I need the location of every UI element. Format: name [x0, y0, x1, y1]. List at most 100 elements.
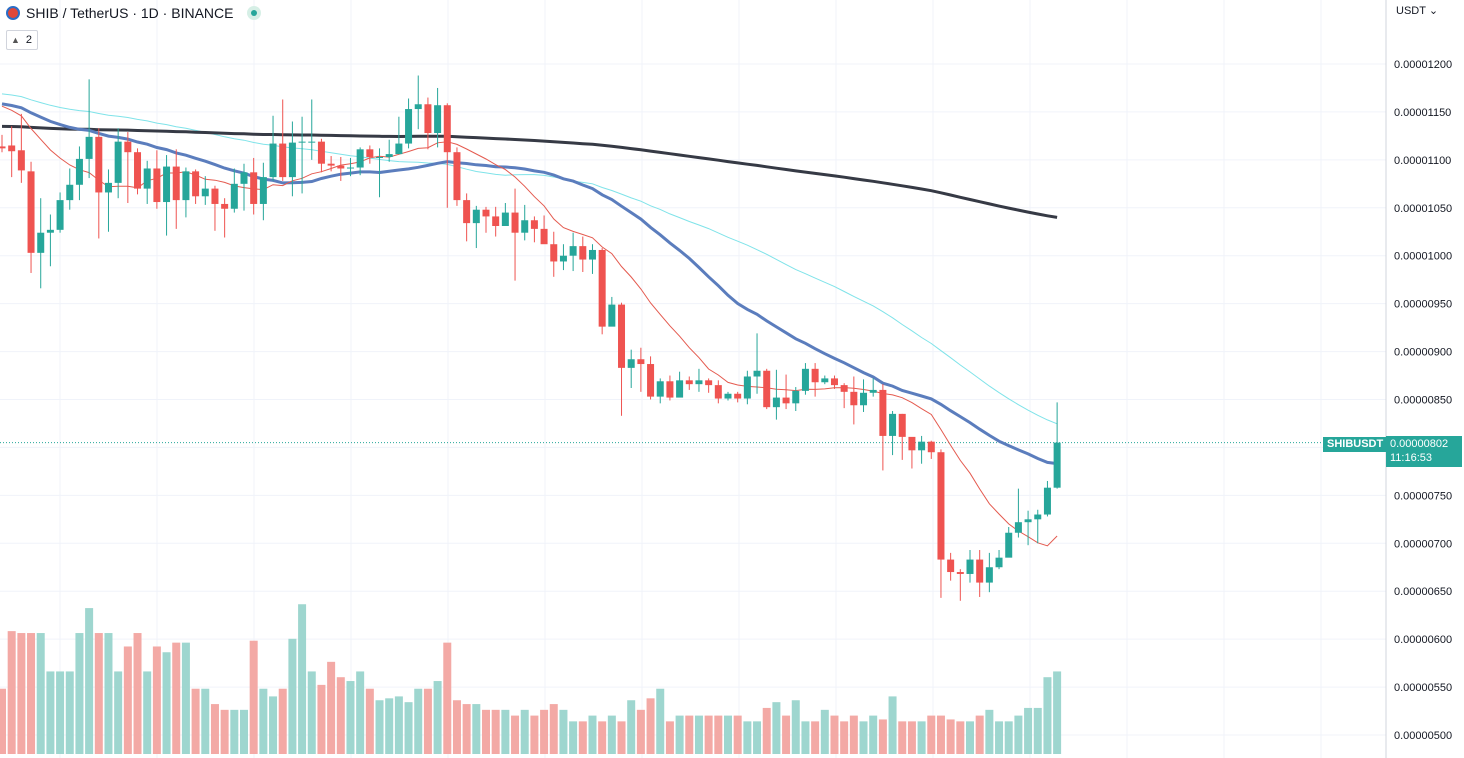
volume-bar: [36, 633, 45, 754]
candle-body: [908, 436, 916, 451]
candle-body: [192, 171, 200, 197]
candle-body: [559, 255, 567, 262]
candle-body: [937, 452, 945, 560]
candle-body: [56, 200, 64, 230]
volume-bar: [975, 715, 984, 754]
price-tick-label: 0.00000600: [1394, 634, 1452, 646]
volume-bar: [685, 715, 694, 754]
volume-bar: [7, 631, 16, 754]
candle-body: [511, 212, 519, 233]
volume-bar: [278, 688, 287, 754]
candle-body: [95, 136, 103, 193]
symbol-legend[interactable]: SHIB / TetherUS · 1D · BINANCE: [6, 5, 262, 21]
market-status-icon: [247, 6, 262, 20]
candle-body: [424, 104, 432, 134]
candle-body: [472, 209, 480, 224]
candle-body: [153, 168, 161, 203]
candle-body: [134, 152, 142, 189]
candle-body: [211, 188, 219, 204]
volume-bar: [414, 688, 423, 754]
candle-body: [385, 154, 393, 157]
volume-bar: [966, 721, 974, 754]
candle-body: [501, 212, 509, 226]
price-tick-label: 0.00000650: [1394, 586, 1452, 598]
ma-cyan-line: [1, 93, 1058, 425]
candle-countdown: 11:16:53: [1390, 452, 1433, 464]
candle-body: [618, 304, 626, 368]
volume-bar: [336, 677, 345, 754]
volume-bar: [849, 715, 858, 754]
candle-body: [114, 141, 122, 183]
volume-bar: [220, 709, 229, 754]
price-tick-label: 0.00001000: [1394, 251, 1452, 263]
candle-body: [453, 152, 461, 201]
volume-bar: [1043, 677, 1052, 754]
price-tick-label: 0.00001200: [1394, 59, 1452, 71]
candle-body: [801, 368, 809, 391]
volume-bar: [472, 704, 481, 754]
candle-body: [37, 232, 45, 253]
candle-body: [540, 228, 548, 245]
volume-bar: [288, 638, 297, 754]
candle-body: [1024, 519, 1032, 523]
volume-bar: [714, 715, 723, 754]
candle-body: [676, 380, 684, 398]
candle-body: [763, 370, 771, 408]
candle-body: [869, 389, 877, 393]
candle-body: [734, 393, 742, 399]
currency-selector[interactable]: USDT ⌄: [1396, 4, 1438, 17]
candle-body: [250, 172, 258, 204]
volume-bar: [85, 608, 94, 754]
volume-bar: [56, 671, 65, 754]
candle-body: [695, 380, 703, 385]
volume-bar: [1053, 671, 1062, 754]
volume-bar: [123, 646, 132, 754]
volume-bar: [917, 721, 926, 754]
candle-body: [298, 141, 306, 143]
volume-bar: [210, 704, 219, 754]
candle-body: [27, 171, 35, 253]
candle-body: [17, 150, 25, 171]
candle-body: [956, 572, 964, 574]
price-tick-label: 0.00000750: [1394, 490, 1452, 502]
volume-bar: [559, 709, 568, 754]
volume-bar: [588, 715, 597, 754]
candle-body: [850, 391, 858, 406]
volume-bar: [762, 707, 771, 754]
candle-body: [124, 141, 132, 153]
volume-bar: [859, 721, 868, 754]
volume-bar: [491, 709, 500, 754]
volume-bar: [462, 704, 471, 754]
indicators-toggle-button[interactable]: ▲ 2: [6, 30, 39, 50]
volume-bar: [1014, 715, 1023, 754]
volume-bar: [46, 671, 55, 754]
chevron-down-icon: ⌄: [1428, 5, 1439, 17]
candle-body: [724, 393, 732, 399]
volume-bar: [181, 642, 190, 754]
volume-bar: [298, 604, 307, 754]
volume-bar: [927, 715, 936, 754]
volume-bar: [656, 688, 665, 754]
volume-bar: [17, 633, 26, 754]
volume-bar: [888, 696, 897, 754]
volume-bar: [694, 715, 703, 754]
candle-body: [1005, 532, 1013, 558]
symbol-price-tag: SHIBUSDT: [1323, 437, 1388, 452]
volume-bar: [94, 633, 103, 754]
candle-body: [860, 392, 868, 406]
candle-body: [550, 244, 558, 262]
volume-bar: [269, 696, 278, 754]
shib-logo-icon: [6, 6, 20, 20]
volume-bar: [782, 715, 791, 754]
volume-bar: [956, 721, 965, 754]
candle-body: [492, 216, 500, 226]
candle-body: [588, 249, 596, 260]
candle-body: [985, 567, 993, 583]
candle-body: [898, 413, 906, 437]
candle-body: [201, 188, 209, 197]
candle-body: [443, 105, 451, 153]
candle-body: [230, 183, 238, 209]
candle-body: [714, 385, 722, 399]
price-axis[interactable]: 0.00001200 0.00001150 0.00001100 0.00001050…: [1385, 0, 1452, 758]
